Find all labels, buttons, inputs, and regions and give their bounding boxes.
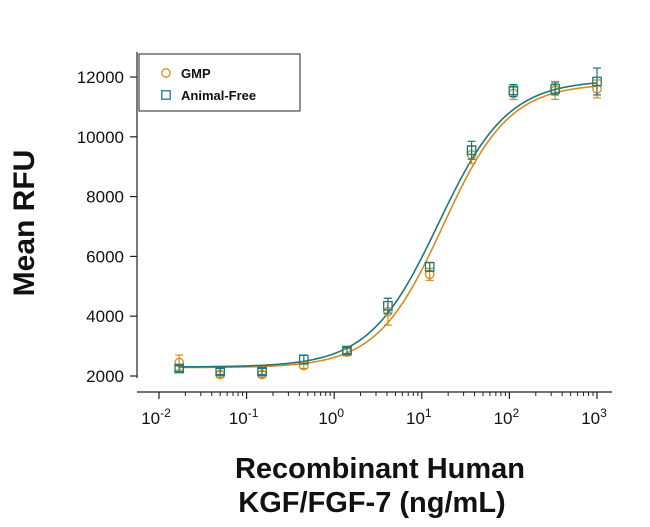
legend-box	[138, 53, 301, 112]
data-point-animal-free	[174, 363, 185, 374]
data-point-animal-free	[383, 300, 393, 311]
data-point-animal-free	[298, 354, 309, 365]
data-point-animal-free	[215, 366, 226, 377]
data-point-animal-free	[424, 262, 435, 272]
data-point-animal-free	[550, 84, 561, 94]
x-tick-label: 103	[581, 406, 607, 428]
data-point-animal-free	[592, 76, 602, 87]
y-ticks: 2000 4000 6000 8000 10000 12000	[77, 68, 137, 386]
data-point-animal-free	[257, 366, 267, 377]
y-tick-label: 6000	[86, 247, 124, 266]
x-tick-label: 101	[406, 406, 432, 428]
y-tick-label: 8000	[86, 188, 124, 207]
x-axis-title-line1: Recombinant Human	[235, 453, 525, 485]
y-tick-label: 2000	[86, 367, 124, 386]
legend-gmp-label: GMP	[181, 66, 211, 81]
legend-animal-free-marker	[161, 90, 171, 100]
x-tick-label: 100	[318, 406, 344, 428]
data-point-animal-free	[508, 85, 519, 96]
data-point-animal-free	[342, 345, 352, 356]
legend: GMP Animal-Free	[138, 53, 301, 112]
x-axis-title-line2: KGF/FGF-7 (ng/mL)	[238, 487, 505, 519]
legend-gmp-marker	[161, 68, 171, 78]
x-tick-label: 10-1	[229, 406, 259, 428]
x-ticks: 10-2 10-1 100 101 102 103	[141, 392, 607, 428]
x-tick-label: 10-2	[141, 406, 171, 428]
data-points	[174, 67, 602, 380]
y-axis-title: Mean RFU	[8, 150, 41, 297]
axes	[136, 52, 612, 393]
data-point-animal-free	[466, 145, 477, 156]
y-tick-label: 12000	[77, 68, 124, 87]
legend-animal-free-label: Animal-Free	[181, 88, 256, 103]
y-tick-label: 10000	[77, 128, 124, 147]
y-tick-label: 4000	[86, 307, 124, 326]
x-tick-label: 102	[494, 406, 520, 428]
